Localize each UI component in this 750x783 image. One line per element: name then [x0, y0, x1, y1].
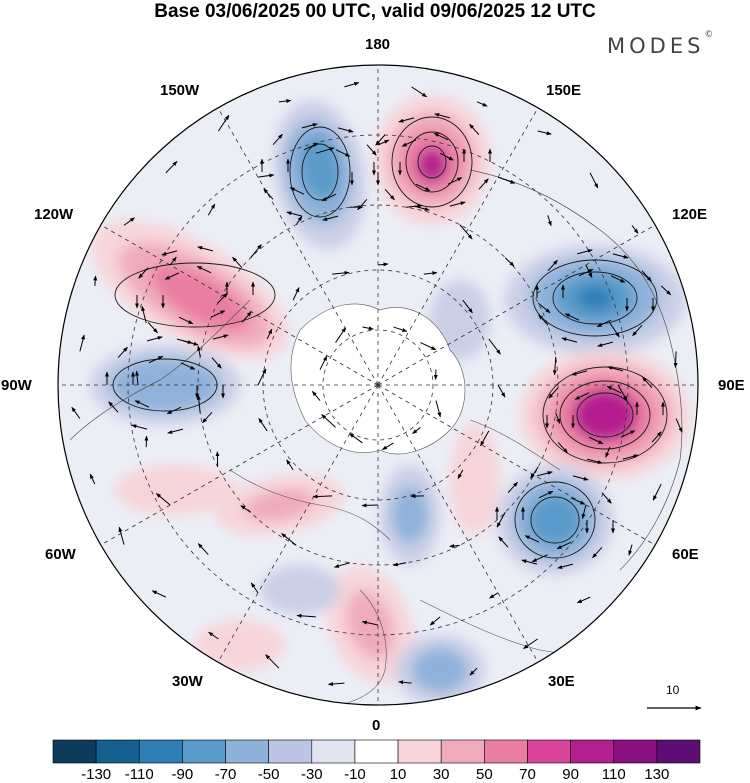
colorbar-tick-label: 90	[562, 766, 579, 783]
colorbar-tick-label: 130	[644, 766, 670, 783]
lon-label-150w: 150W	[160, 82, 200, 99]
lon-label-60e: 60E	[672, 546, 699, 563]
reference-vector-value: 10	[666, 683, 680, 697]
reference-vector-arrow	[647, 705, 702, 711]
graticule	[58, 65, 698, 705]
lon-label-120w: 120W	[34, 206, 74, 223]
copyright-mark: ©	[704, 30, 714, 40]
colorbar-tick-label: 10	[389, 766, 407, 783]
colorbar-tick-label: -10	[344, 766, 366, 783]
colorbar-tick-label: 50	[475, 766, 493, 783]
lon-label-150e: 150E	[546, 82, 582, 99]
colorbar-tick-label: -30	[300, 766, 323, 783]
lon-label-0: 0	[372, 717, 381, 734]
brand-name: MODES	[607, 34, 705, 58]
wind-vectors	[71, 81, 683, 687]
map-title: Base 03/06/2025 00 UTC, valid 09/06/2025…	[154, 1, 596, 22]
lon-label-180: 180	[365, 36, 391, 53]
colorbar	[52, 739, 701, 764]
lon-label-30e: 30E	[548, 673, 575, 690]
modes-logo: MODES©	[607, 30, 713, 58]
lon-label-90w: 90W	[1, 377, 32, 394]
lon-label-120e: 120E	[672, 206, 708, 223]
lon-label-90e: 90E	[718, 377, 745, 394]
colorbar-tick-label: -110	[124, 766, 154, 783]
lon-label-60w: 60W	[45, 546, 76, 563]
map-boundary	[57, 64, 699, 706]
colorbar-tick-label: 110	[601, 766, 626, 783]
colorbar-tick-label: -90	[171, 766, 194, 783]
anomaly-contours	[112, 116, 668, 559]
colorbar-tick-label: -130	[81, 766, 112, 783]
colorbar-tick-label: -50	[257, 766, 280, 783]
colorbar-tick-label: 30	[432, 766, 450, 783]
colorbar-tick-label: 70	[519, 766, 536, 783]
colorbar-tick-label: -70	[214, 766, 237, 783]
lon-label-30w: 30W	[172, 673, 203, 690]
